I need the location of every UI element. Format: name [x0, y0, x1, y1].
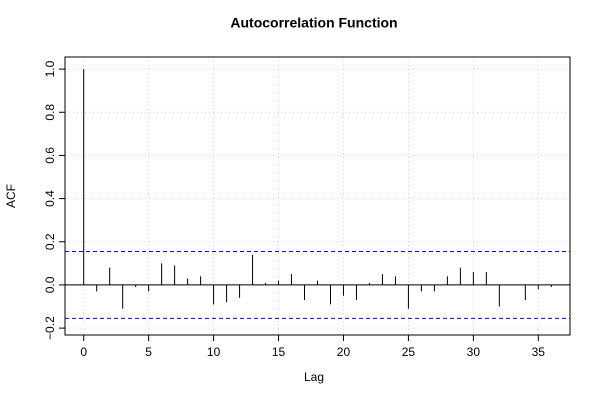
x-tick-label: 15	[272, 345, 286, 359]
x-tick-label: 35	[532, 345, 546, 359]
x-axis-label: Lag	[304, 370, 324, 384]
plot-frame	[64, 56, 571, 336]
y-tick-label: 0.8	[43, 104, 57, 121]
y-tick-label: 0.0	[43, 276, 57, 293]
x-tick-label: 5	[145, 345, 152, 359]
y-tick-label: −0.2	[43, 316, 57, 340]
x-tick-label: 10	[207, 345, 221, 359]
y-tick-label: 0.2	[43, 233, 57, 250]
y-tick-label: 1.0	[43, 60, 57, 77]
y-axis-label: ACF	[4, 184, 18, 208]
x-tick-label: 25	[402, 345, 416, 359]
x-tick-label: 30	[467, 345, 481, 359]
chart-title: Autocorrelation Function	[230, 15, 397, 31]
y-tick-label: 0.4	[43, 190, 57, 207]
y-tick-label: 0.6	[43, 147, 57, 164]
x-tick-label: 0	[80, 345, 87, 359]
x-tick-label: 20	[337, 345, 351, 359]
